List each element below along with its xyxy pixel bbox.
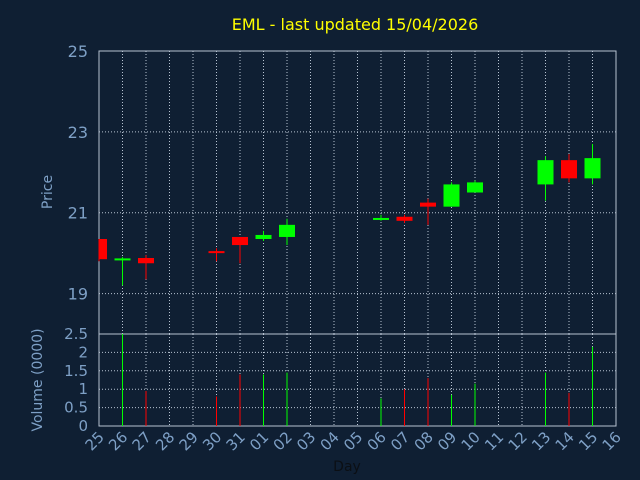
candle-body <box>138 257 154 264</box>
price-axis-label: Price <box>40 175 56 209</box>
candle-body <box>279 224 295 237</box>
x-axis: 2526272829303101020304050607080910111213… <box>82 428 625 454</box>
candle <box>373 214 389 221</box>
candle <box>114 257 131 286</box>
candle <box>561 154 577 183</box>
candle <box>98 238 107 262</box>
candle <box>232 236 248 264</box>
candle-body <box>561 160 577 179</box>
candle <box>537 156 554 201</box>
candle-body <box>537 160 554 185</box>
candle <box>420 198 436 225</box>
candle <box>279 218 295 246</box>
candle-body <box>396 216 413 221</box>
volume-tick-label: 1 <box>78 380 88 398</box>
volume-tick-label: 0.5 <box>64 399 88 417</box>
volume-tick-label: 1.5 <box>64 362 88 380</box>
volume-tick-label: 2.5 <box>64 325 88 343</box>
price-tick-label: 19 <box>68 285 88 304</box>
candle-body <box>420 202 436 207</box>
price-tick-label: 21 <box>68 204 88 223</box>
chart-title: EML - last updated 15/04/2026 <box>232 15 479 34</box>
candle <box>255 230 272 242</box>
volume-tick-label: 0 <box>78 417 88 435</box>
volume-axis-label: Volume (0000) <box>30 328 46 431</box>
price-tick-label: 25 <box>68 42 88 61</box>
candle-body <box>584 158 601 179</box>
candle <box>584 143 601 185</box>
price-panel: 19 21 23 25 <box>68 42 617 335</box>
candle-body <box>208 251 225 254</box>
candle-body <box>255 234 272 239</box>
candle <box>396 214 413 223</box>
candle <box>138 255 154 280</box>
volume-tick-label: 2 <box>78 343 88 361</box>
candle <box>467 180 483 193</box>
candle-body <box>114 258 131 261</box>
price-tick-label: 23 <box>68 123 88 142</box>
candle-body <box>467 182 483 193</box>
candle-body <box>232 236 248 246</box>
candle-body <box>99 238 107 260</box>
candle <box>208 248 225 262</box>
candle-body <box>443 184 460 207</box>
x-axis-label: Day <box>333 459 361 475</box>
candle <box>443 182 460 207</box>
volume-panel: 00.511.522.5 <box>64 325 617 435</box>
candle-body <box>373 217 389 220</box>
